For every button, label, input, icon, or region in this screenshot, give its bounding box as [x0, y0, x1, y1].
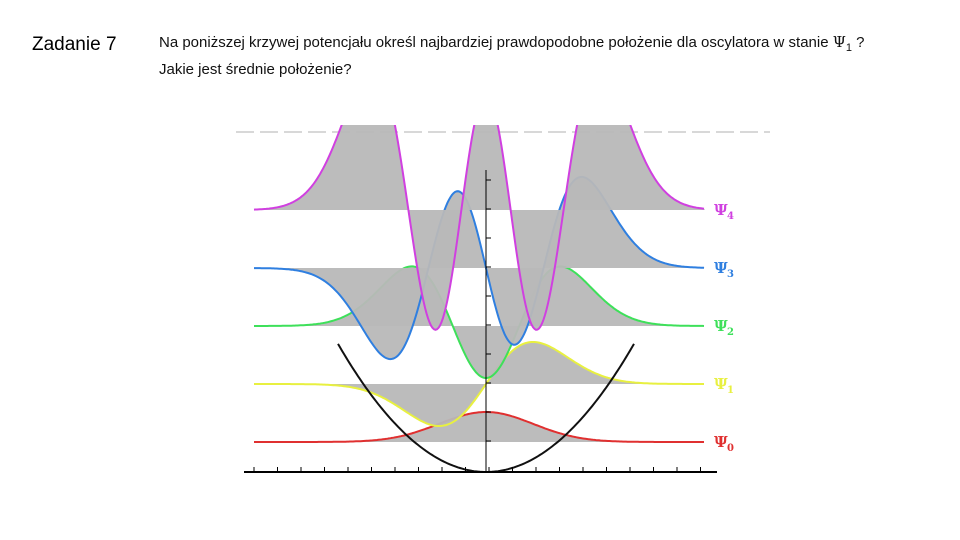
psi3-label: Ψ: [714, 259, 728, 277]
psi4-label-subscript: 4: [727, 211, 734, 222]
question-line-1-text: Na poniższej krzywej potencjału określ n…: [159, 34, 833, 51]
psi-subscript: 1: [845, 42, 852, 54]
psi3-probability-fill: [254, 176, 705, 360]
psi1-probability-fill: [254, 342, 705, 426]
psi4-probability-fill: [254, 125, 705, 330]
psi1-label: Ψ: [714, 375, 728, 393]
question-line-1: Na poniższej krzywej potencjału określ n…: [159, 32, 949, 59]
psi4-curve: [253, 125, 705, 331]
slide-label: Zadanie 7: [32, 34, 117, 55]
psi0-label-subscript: 0: [727, 443, 734, 454]
question-line-2: Jakie jest średnie położenie?: [159, 61, 352, 78]
psi3-curve: [254, 175, 704, 361]
psi2-label-subscript: 2: [727, 327, 734, 338]
psi2-probability-fill: [254, 266, 705, 378]
psi0-curve: [254, 411, 704, 443]
psi2-label: Ψ: [714, 317, 728, 335]
harmonic-oscillator-figure: Ψ 0Ψ 1Ψ 2Ψ 3Ψ 4: [236, 125, 770, 473]
psi1-label-subscript: 1: [727, 385, 734, 396]
psi4-label: Ψ: [714, 201, 728, 219]
psi-symbol: Ψ: [832, 33, 846, 51]
question-text: Na poniższej krzywej potencjału określ n…: [159, 32, 949, 80]
psi0-label: Ψ: [714, 433, 728, 451]
psi0-probability-fill: [254, 412, 705, 442]
psi2-curve: [254, 265, 705, 379]
psi3-label-subscript: 3: [727, 269, 734, 280]
question-line-1-end: ?: [852, 34, 865, 51]
psi1-curve: [254, 341, 704, 427]
